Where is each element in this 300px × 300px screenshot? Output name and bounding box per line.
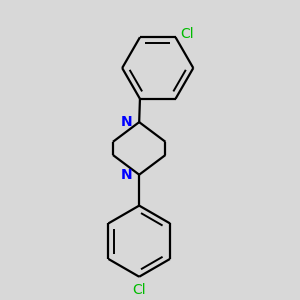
Text: N: N [121, 115, 132, 128]
Text: N: N [121, 168, 132, 182]
Text: Cl: Cl [132, 283, 146, 297]
Text: Cl: Cl [180, 27, 194, 41]
